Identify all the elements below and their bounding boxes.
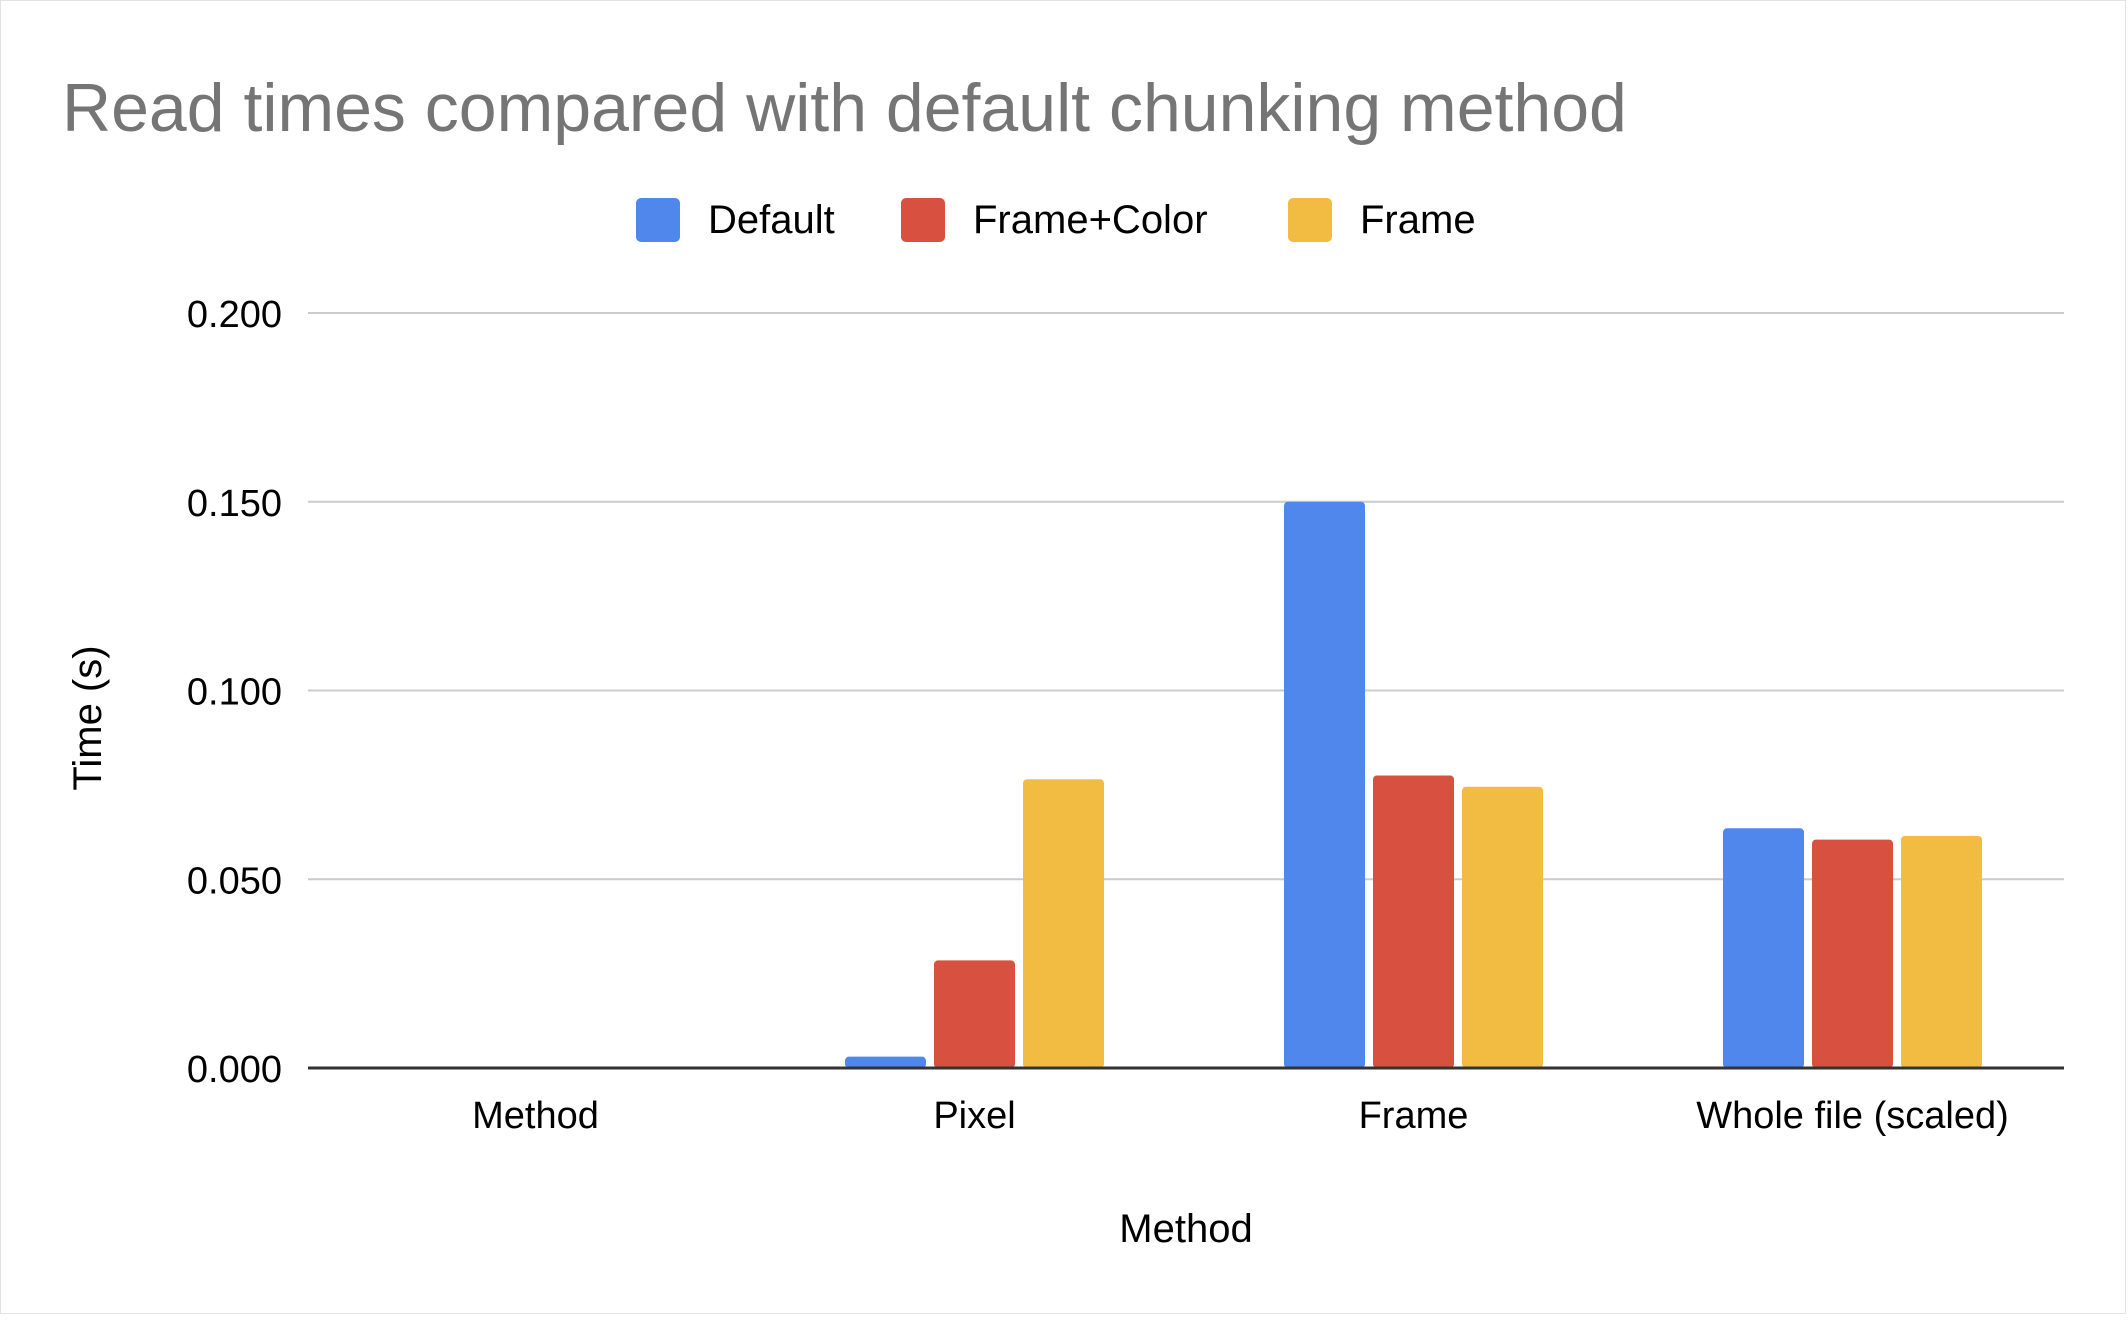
bar-frame-color <box>934 960 1015 1068</box>
bar-frame <box>1023 779 1104 1068</box>
bar-frame-color <box>1812 839 1893 1068</box>
legend-label: Frame <box>1360 198 1476 242</box>
x-tick-label: Frame <box>1359 1095 1469 1137</box>
chart-title: Read times compared with default chunkin… <box>62 70 1627 146</box>
y-tick-label: 0.150 <box>187 483 282 525</box>
y-tick-label: 0.000 <box>187 1049 282 1091</box>
x-tick-label: Pixel <box>933 1095 1015 1137</box>
x-tick-label: Whole file (scaled) <box>1696 1095 2009 1137</box>
legend-swatch <box>636 198 680 242</box>
x-tick-label: Method <box>472 1095 599 1137</box>
x-axis-label: Method <box>1119 1207 1252 1251</box>
y-tick-label: 0.100 <box>187 672 282 714</box>
bar-frame <box>1462 786 1543 1068</box>
bars <box>845 501 1982 1068</box>
y-axis-ticks: 0.000 0.050 0.100 0.150 0.200 <box>187 294 282 1091</box>
legend-swatch <box>901 198 945 242</box>
y-axis-label: Time (s) <box>66 645 110 790</box>
legend-label: Default <box>708 198 835 242</box>
legend: Default Frame+Color Frame <box>636 198 1476 242</box>
legend-swatch <box>1288 198 1332 242</box>
legend-label: Frame+Color <box>973 198 1208 242</box>
bar-frame <box>1901 835 1982 1068</box>
bar-default <box>845 1056 926 1068</box>
bar-default <box>1284 501 1365 1068</box>
x-axis-ticks: Method Pixel Frame Whole file (scaled) <box>472 1095 2009 1137</box>
gridlines <box>308 312 2064 881</box>
bar-default <box>1723 828 1804 1068</box>
y-tick-label: 0.050 <box>187 860 282 902</box>
bar-frame-color <box>1373 775 1454 1068</box>
y-tick-label: 0.200 <box>187 294 282 336</box>
